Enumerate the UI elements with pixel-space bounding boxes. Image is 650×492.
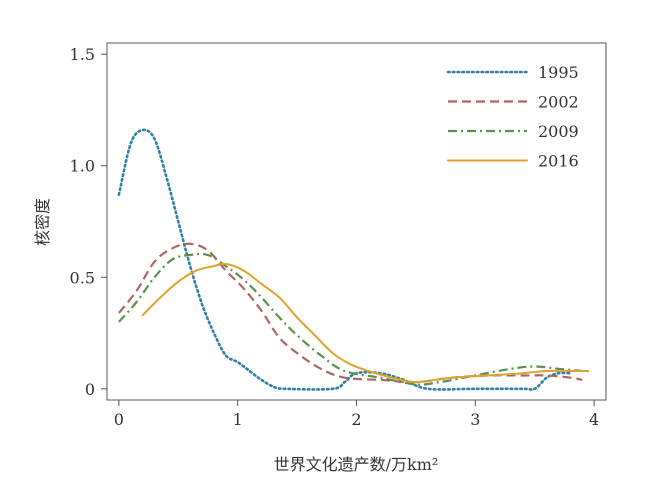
series-line-2002 (118, 242, 583, 384)
x-tick-label: 1 (233, 410, 243, 429)
legend-label-2009: 2009 (538, 122, 579, 141)
series-line-2009 (118, 252, 583, 386)
series-line-1995 (117, 128, 572, 391)
y-tick-label: 0 (85, 380, 95, 399)
x-tick-label: 0 (114, 410, 124, 429)
legend: 1995 2002 2009 2016 (446, 63, 579, 171)
legend-label-1995: 1995 (538, 63, 579, 82)
x-tick-label: 3 (470, 410, 480, 429)
legend-label-2002: 2002 (538, 93, 579, 112)
series-lines (117, 128, 590, 391)
y-tick-label: 1.0 (70, 157, 95, 176)
series-line-2016 (141, 262, 590, 384)
axis-ticks: 0 1 2 3 4 0 0.5 1.0 1.5 (70, 45, 600, 429)
plot-frame (106, 42, 607, 401)
y-tick-label: 1.5 (70, 45, 95, 64)
x-tick-label: 4 (589, 410, 599, 429)
y-axis-label: 核密度 (33, 198, 52, 246)
x-tick-label: 2 (351, 410, 361, 429)
x-axis-label: 世界文化遗产数/万km² (274, 455, 439, 474)
legend-label-2016: 2016 (538, 152, 579, 171)
y-tick-label: 0.5 (70, 268, 95, 287)
